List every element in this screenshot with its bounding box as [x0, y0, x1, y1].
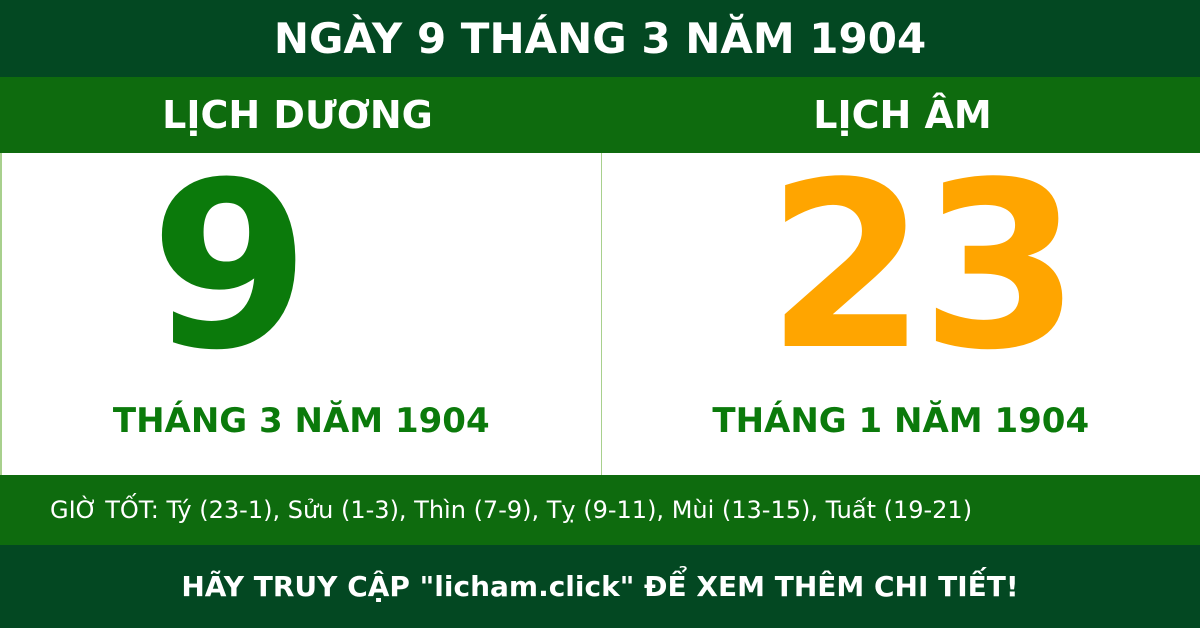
- lunar-label: LỊCH ÂM: [813, 93, 992, 137]
- footer-cta: HÃY TRUY CẬP "licham.click" ĐỂ XEM THÊM …: [0, 545, 1200, 628]
- solar-day: 9: [150, 134, 310, 401]
- calendar-body: 9 THÁNG 3 NĂM 1904 23 THÁNG 1 NĂM 1904: [0, 153, 1200, 475]
- solar-label: LỊCH DƯƠNG: [162, 93, 433, 137]
- lunar-day: 23: [766, 134, 1081, 401]
- calendar-headers: LỊCH DƯƠNG LỊCH ÂM: [0, 77, 1200, 153]
- solar-month-year: THÁNG 3 NĂM 1904: [112, 401, 490, 441]
- page-title: NGÀY 9 THÁNG 3 NĂM 1904: [0, 0, 1200, 77]
- good-hours: GIỜ TỐT: Tý (23-1), Sửu (1-3), Thìn (7-9…: [0, 475, 1200, 545]
- lunar-month-year: THÁNG 1 NĂM 1904: [712, 401, 1090, 441]
- solar-panel: 9 THÁNG 3 NĂM 1904: [2, 153, 602, 475]
- lunar-panel: 23 THÁNG 1 NĂM 1904: [602, 153, 1200, 475]
